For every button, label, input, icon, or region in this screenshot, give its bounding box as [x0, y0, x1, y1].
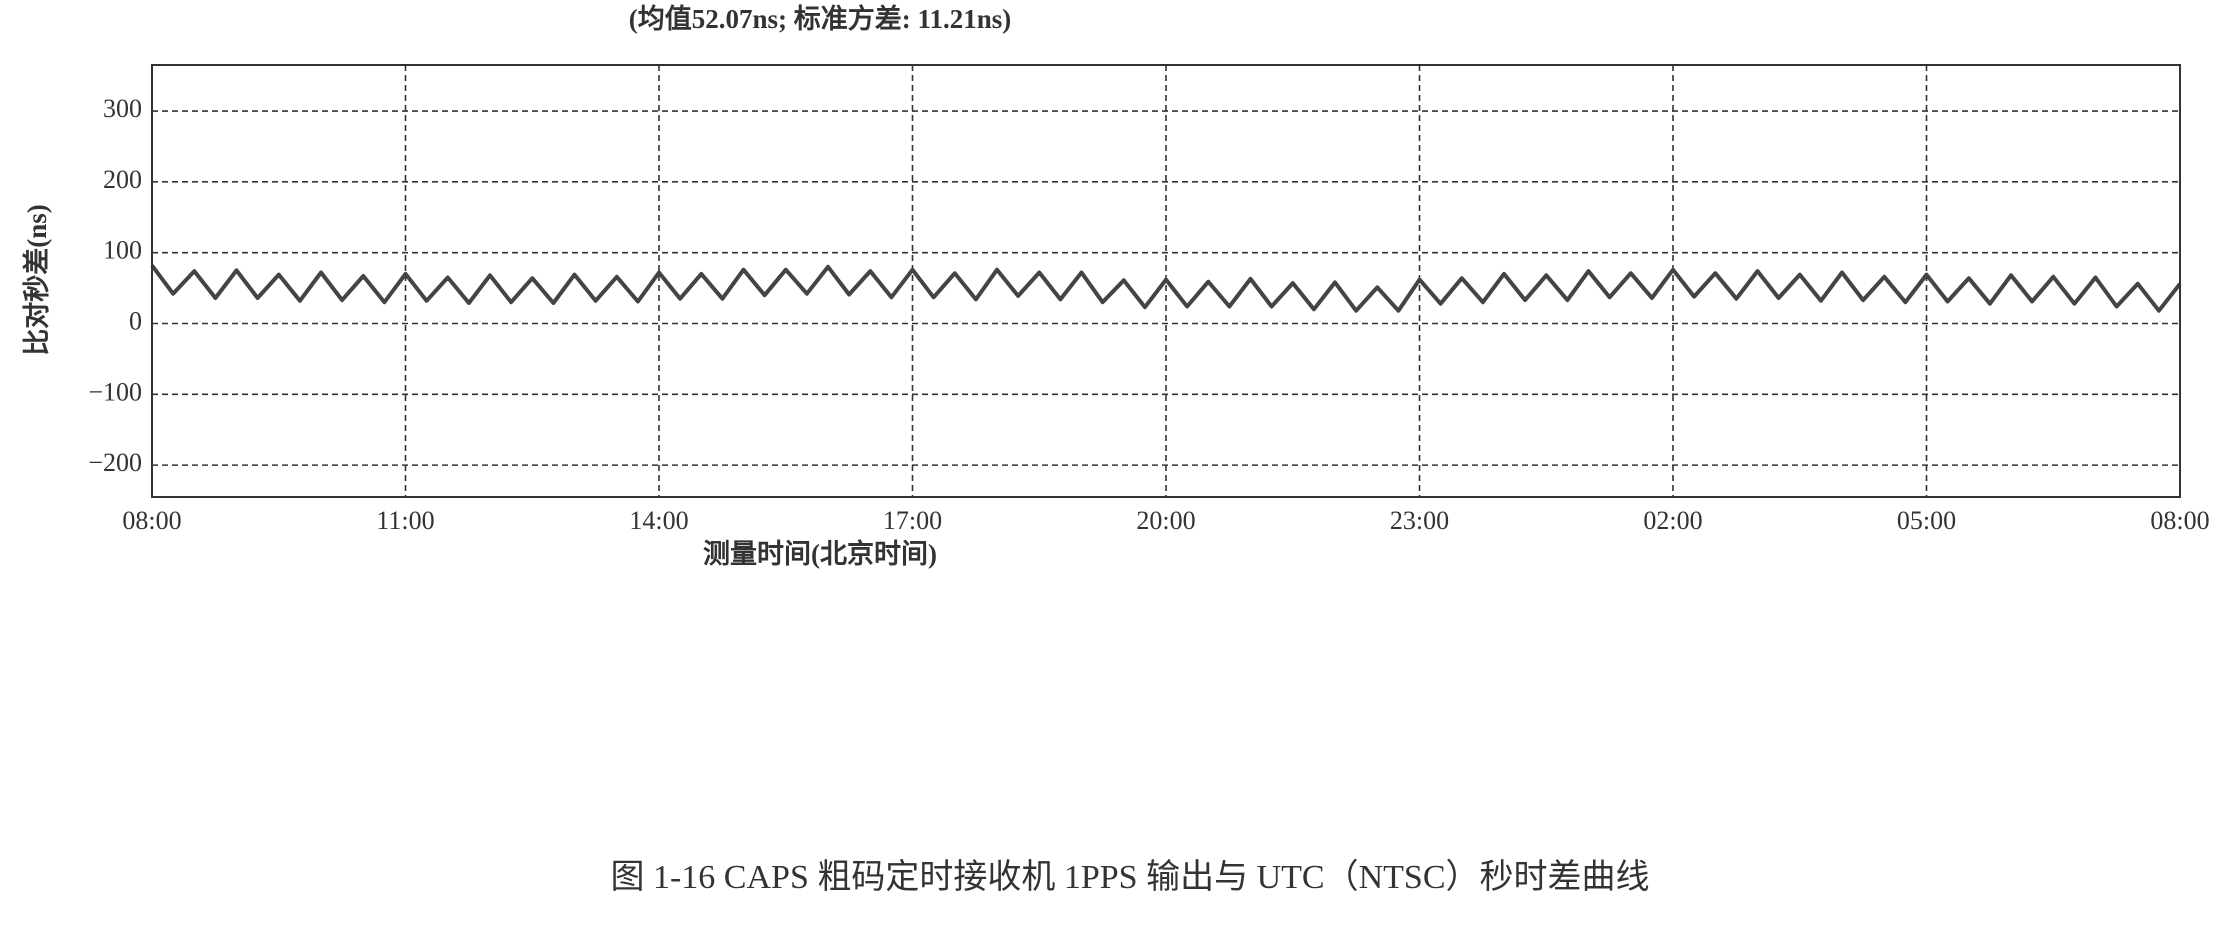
y-tick-label: 0	[129, 306, 142, 335]
chart-title: (均值52.07ns; 标准方差: 11.21ns)	[629, 3, 1012, 34]
x-tick-label: 05:00	[1897, 506, 1956, 535]
y-tick-label: 300	[103, 94, 142, 123]
x-tick-label: 20:00	[1136, 506, 1195, 535]
x-tick-label: 08:00	[122, 506, 181, 535]
y-axis-label: 比对秒差(ns)	[21, 204, 52, 356]
x-tick-label: 08:00	[2150, 506, 2209, 535]
y-tick-label: −200	[88, 448, 142, 477]
x-tick-label: 17:00	[883, 506, 942, 535]
caption: 图 1-16 CAPS 粗码定时接收机 1PPS 输出与 UTC（NTSC）秒时…	[610, 858, 1649, 896]
x-tick-label: 23:00	[1390, 506, 1449, 535]
x-tick-label: 11:00	[376, 506, 434, 535]
x-tick-label: 02:00	[1643, 506, 1702, 535]
x-tick-label: 14:00	[629, 506, 688, 535]
y-tick-label: 100	[103, 236, 142, 265]
y-tick-label: −100	[88, 377, 142, 406]
data-line	[150, 264, 2182, 313]
y-tick-label: 200	[103, 165, 142, 194]
plot-frame	[151, 64, 2181, 498]
x-axis-label: 测量时间(北京时间)	[703, 538, 937, 569]
